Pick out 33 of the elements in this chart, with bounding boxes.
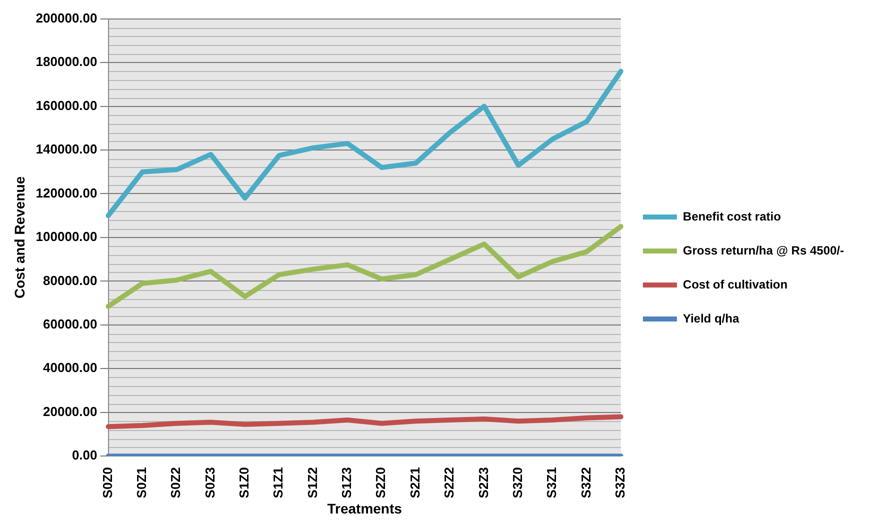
x-tick-label: S2Z2 xyxy=(442,467,457,498)
y-tick-label: 120000.00 xyxy=(36,185,98,200)
y-axis-title: Cost and Revenue xyxy=(11,176,28,299)
y-tick-label: 60000.00 xyxy=(43,316,98,332)
x-tick-label: S1Z3 xyxy=(339,467,354,498)
x-tick-label: S3Z1 xyxy=(544,467,560,498)
y-tick-label: 20000.00 xyxy=(43,404,98,419)
x-tick-label: S0Z0 xyxy=(100,467,115,498)
y-tick-label: 0.00 xyxy=(72,448,98,463)
y-tick-label: 140000.00 xyxy=(36,142,98,157)
x-tick-label: S3Z0 xyxy=(510,467,525,498)
x-tick-label: S1Z0 xyxy=(236,467,252,498)
x-tick-label: S0Z3 xyxy=(202,467,218,498)
x-tick-label: S0Z2 xyxy=(168,467,184,498)
y-tick-label: 100000.00 xyxy=(36,229,98,244)
x-tick-label: S1Z2 xyxy=(304,467,320,498)
legend-label: Cost of cultivation xyxy=(682,277,788,292)
y-tick-label: 80000.00 xyxy=(43,272,98,288)
x-tick-label: S3Z2 xyxy=(578,467,594,498)
y-tick-label: 160000.00 xyxy=(36,98,98,113)
y-tick-label: 200000.00 xyxy=(36,10,98,26)
x-tick-label: S1Z1 xyxy=(270,467,286,498)
y-tick-label: 180000.00 xyxy=(36,54,98,70)
x-axis-title: Treatments xyxy=(327,500,402,516)
x-tick-label: S3Z3 xyxy=(612,467,628,498)
y-tick-label: 40000.00 xyxy=(43,360,98,376)
x-tick-label: S2Z1 xyxy=(407,467,422,498)
x-tick-label: S0Z1 xyxy=(134,467,150,498)
legend-label: Benefit cost ratio xyxy=(682,209,781,224)
legend-label: Yield q/ha xyxy=(682,311,740,326)
legend-label: Gross return/ha @ Rs 4500/- xyxy=(682,243,844,258)
x-tick-label: S2Z0 xyxy=(373,467,388,498)
x-tick-label: S2Z3 xyxy=(476,467,491,498)
